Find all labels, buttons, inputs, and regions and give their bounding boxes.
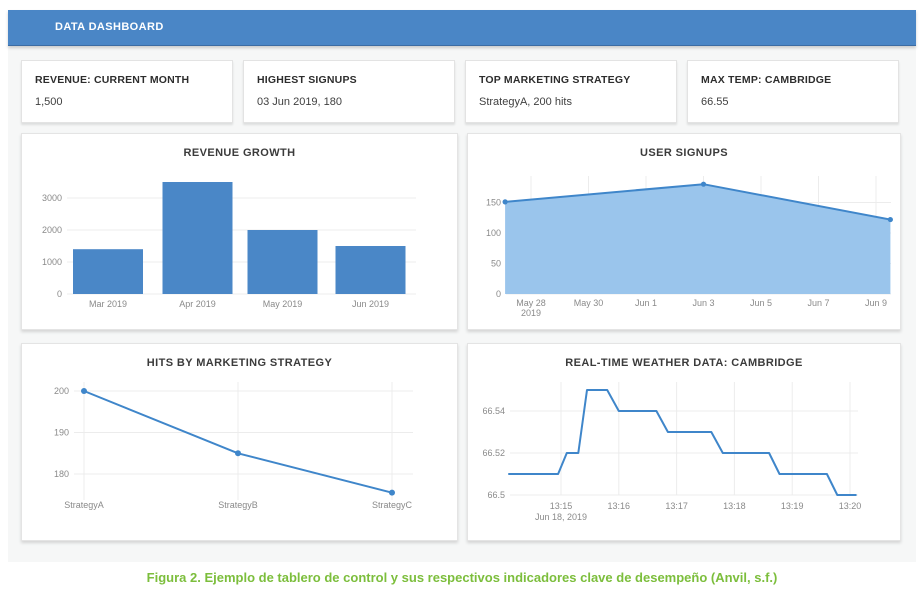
svg-text:1000: 1000 — [42, 257, 62, 267]
svg-text:Jun 1: Jun 1 — [635, 298, 657, 308]
kpi-card-revenue: REVENUE: CURRENT MONTH 1,500 — [21, 60, 233, 123]
kpi-card-top-strategy: TOP MARKETING STRATEGY StrategyA, 200 hi… — [465, 60, 677, 123]
svg-text:190: 190 — [54, 428, 69, 438]
svg-text:3000: 3000 — [42, 193, 62, 203]
svg-text:13:17: 13:17 — [665, 501, 688, 511]
svg-text:100: 100 — [486, 228, 501, 238]
svg-text:13:15: 13:15 — [550, 501, 573, 511]
svg-text:StrategyA: StrategyA — [64, 500, 104, 510]
svg-text:66.5: 66.5 — [487, 490, 505, 500]
svg-text:66.54: 66.54 — [482, 406, 505, 416]
chart-title: HITS BY MARKETING STRATEGY — [146, 357, 333, 369]
kpi-value: 1,500 — [35, 96, 63, 108]
svg-text:0: 0 — [496, 289, 501, 299]
svg-text:Mar 2019: Mar 2019 — [89, 299, 127, 309]
svg-text:180: 180 — [54, 469, 69, 479]
kpi-value: 03 Jun 2019, 180 — [257, 96, 343, 108]
svg-text:200: 200 — [54, 386, 69, 396]
svg-text:2000: 2000 — [42, 225, 62, 235]
svg-text:50: 50 — [491, 259, 501, 269]
kpi-title: TOP MARKETING STRATEGY — [479, 74, 631, 86]
svg-text:StrategyC: StrategyC — [372, 500, 413, 510]
kpi-card-max-temp: MAX TEMP: CAMBRIDGE 66.55 — [687, 60, 899, 123]
svg-text:13:18: 13:18 — [723, 501, 746, 511]
dashboard-header: DATA DASHBOARD — [8, 10, 916, 46]
dashboard-canvas: DATA DASHBOARD REVENUE: CURRENT MONTH 1,… — [8, 10, 916, 562]
chart-panel-user-signups: USER SIGNUPS May 28 2019 May 30 Jun 1 Jun 3 J… — [467, 133, 901, 330]
svg-text:13:19: 13:19 — [781, 501, 804, 511]
svg-text:2019: 2019 — [521, 308, 541, 318]
svg-text:Jun 7: Jun 7 — [807, 298, 829, 308]
chart-panel-revenue-growth: REVENUE GROWTH 0 1000 2000 3000 Mar 2019 Apr … — [21, 133, 458, 330]
svg-text:13:20: 13:20 — [839, 501, 862, 511]
svg-text:0: 0 — [57, 289, 62, 299]
svg-text:Jun 2019: Jun 2019 — [352, 299, 389, 309]
svg-text:150: 150 — [486, 198, 501, 208]
svg-text:Apr 2019: Apr 2019 — [179, 299, 216, 309]
kpi-title: HIGHEST SIGNUPS — [257, 74, 357, 86]
svg-text:66.52: 66.52 — [482, 448, 505, 458]
kpi-value: StrategyA, 200 hits — [479, 96, 572, 108]
svg-text:Jun 18, 2019: Jun 18, 2019 — [535, 512, 587, 522]
svg-text:Jun 5: Jun 5 — [750, 298, 772, 308]
figure-caption: Figura 2. Ejemplo de tablero de control … — [146, 570, 778, 585]
kpi-card-highest-signups: HIGHEST SIGNUPS 03 Jun 2019, 180 — [243, 60, 455, 123]
svg-text:May 28: May 28 — [516, 298, 546, 308]
svg-text:Jun 3: Jun 3 — [692, 298, 714, 308]
svg-text:StrategyB: StrategyB — [218, 500, 258, 510]
hits-by-strategy-line-chart[interactable]: StrategyA StrategyB StrategyC 180 190 200 — [22, 374, 459, 534]
revenue-growth-bar-chart[interactable]: 0 1000 2000 3000 Mar 2019 Apr 2019 May 2019 Jun… — [22, 164, 459, 324]
svg-text:Jun 9: Jun 9 — [865, 298, 887, 308]
dashboard-title: DATA DASHBOARD — [55, 21, 164, 33]
kpi-title: REVENUE: CURRENT MONTH — [35, 74, 190, 86]
chart-title: REAL-TIME WEATHER DATA: CAMBRIDGE — [565, 357, 803, 369]
chart-title: USER SIGNUPS — [640, 147, 728, 159]
kpi-title: MAX TEMP: CAMBRIDGE — [701, 74, 832, 86]
svg-text:13:16: 13:16 — [608, 501, 631, 511]
svg-text:May 2019: May 2019 — [263, 299, 303, 309]
svg-text:May 30: May 30 — [574, 298, 604, 308]
kpi-row: REVENUE: CURRENT MONTH 1,500 HIGHEST SIG… — [21, 60, 899, 123]
kpi-value: 66.55 — [701, 96, 729, 108]
chart-title: REVENUE GROWTH — [183, 147, 296, 159]
chart-panel-hits-by-strategy: HITS BY MARKETING STRATEGY StrategyA Stra… — [21, 343, 458, 541]
chart-panel-weather: REAL-TIME WEATHER DATA: CAMBRIDGE 13:15 J… — [467, 343, 901, 541]
